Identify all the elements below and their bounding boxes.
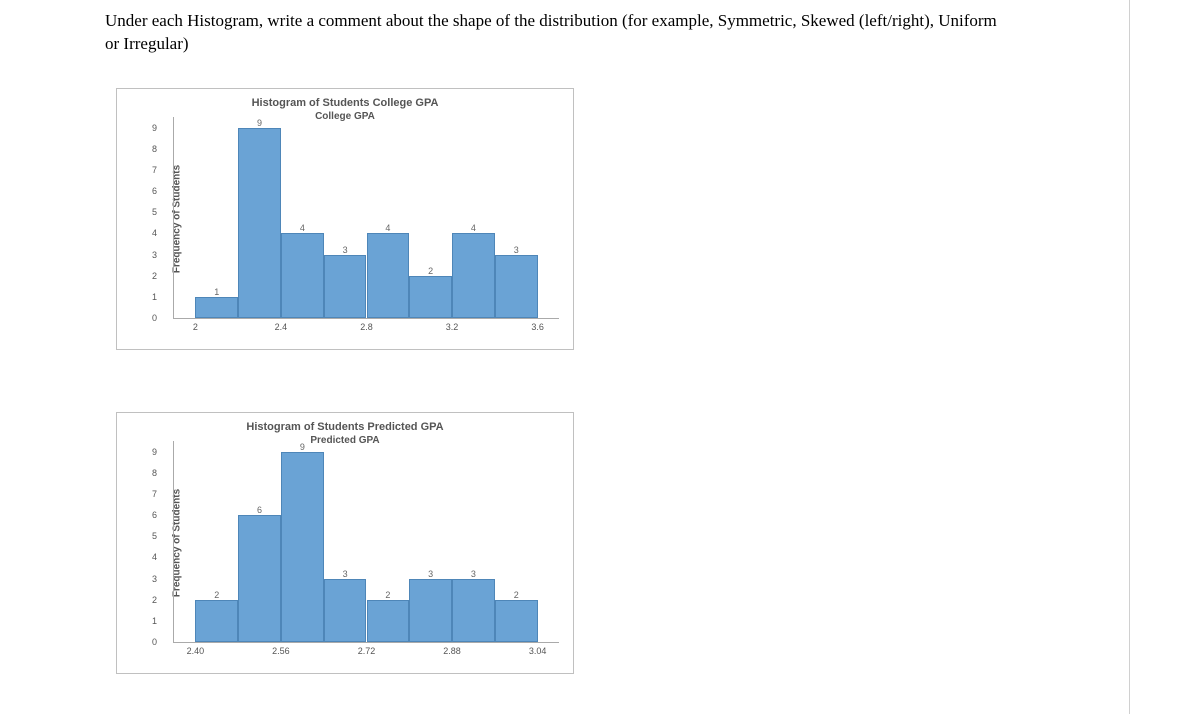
chart-title: Histogram of Students Predicted GPA [117, 421, 573, 433]
x-tick: 2 [193, 322, 198, 332]
histogram-bar [195, 600, 238, 642]
histogram-bar [409, 579, 452, 642]
bar-value-label: 2 [428, 266, 433, 276]
histogram-college-gpa: Histogram of Students College GPA Freque… [116, 88, 574, 350]
y-tick: 1 [152, 616, 157, 626]
x-tick: 3.2 [446, 322, 459, 332]
bar-value-label: 6 [257, 505, 262, 515]
y-tick: 2 [152, 271, 157, 281]
bar-value-label: 4 [385, 223, 390, 233]
histogram-bar [367, 233, 410, 318]
y-tick: 3 [152, 250, 157, 260]
plot-area: 01234567892.402.562.722.883.0426932332 [173, 441, 559, 643]
histogram-bar [281, 452, 324, 642]
histogram-bar [281, 233, 324, 318]
y-tick: 8 [152, 144, 157, 154]
y-tick: 7 [152, 489, 157, 499]
x-tick: 2.88 [443, 646, 461, 656]
y-tick: 5 [152, 531, 157, 541]
histogram-bar [495, 255, 538, 318]
y-tick: 5 [152, 207, 157, 217]
bar-value-label: 2 [385, 590, 390, 600]
page: Under each Histogram, write a comment ab… [0, 0, 1200, 714]
question-prompt: Under each Histogram, write a comment ab… [105, 10, 1005, 56]
y-tick: 0 [152, 637, 157, 647]
bar-value-label: 4 [300, 223, 305, 233]
right-margin-rule [1129, 0, 1130, 714]
y-tick: 3 [152, 574, 157, 584]
bar-value-label: 3 [514, 245, 519, 255]
y-tick: 4 [152, 228, 157, 238]
bar-value-label: 9 [300, 442, 305, 452]
histogram-predicted-gpa: Histogram of Students Predicted GPA Freq… [116, 412, 574, 674]
histogram-bar [452, 233, 495, 318]
bar-value-label: 3 [471, 569, 476, 579]
x-tick: 2.4 [275, 322, 288, 332]
bar-value-label: 2 [514, 590, 519, 600]
y-tick: 9 [152, 123, 157, 133]
y-tick: 1 [152, 292, 157, 302]
histogram-bar [409, 276, 452, 318]
x-tick: 2.56 [272, 646, 290, 656]
bar-value-label: 4 [471, 223, 476, 233]
y-tick: 0 [152, 313, 157, 323]
chart-title: Histogram of Students College GPA [117, 97, 573, 109]
histogram-bar [452, 579, 495, 642]
x-tick: 2.72 [358, 646, 376, 656]
bar-value-label: 1 [214, 287, 219, 297]
y-tick: 7 [152, 165, 157, 175]
histogram-bar [367, 600, 410, 642]
bar-value-label: 3 [428, 569, 433, 579]
plot-area: 012345678922.42.83.23.619434243 [173, 117, 559, 319]
y-tick: 6 [152, 510, 157, 520]
histogram-bar [495, 600, 538, 642]
y-tick: 4 [152, 552, 157, 562]
histogram-bar [238, 515, 281, 642]
x-tick: 2.40 [187, 646, 205, 656]
bar-value-label: 2 [214, 590, 219, 600]
histogram-bar [324, 255, 367, 318]
histogram-bar [324, 579, 367, 642]
y-tick: 9 [152, 447, 157, 457]
x-tick: 2.8 [360, 322, 373, 332]
histogram-bar [238, 128, 281, 318]
bar-value-label: 3 [343, 569, 348, 579]
x-tick: 3.04 [529, 646, 547, 656]
bar-value-label: 3 [343, 245, 348, 255]
histogram-bar [195, 297, 238, 318]
y-tick: 8 [152, 468, 157, 478]
bar-value-label: 9 [257, 118, 262, 128]
y-tick: 2 [152, 595, 157, 605]
x-tick: 3.6 [531, 322, 544, 332]
y-tick: 6 [152, 186, 157, 196]
